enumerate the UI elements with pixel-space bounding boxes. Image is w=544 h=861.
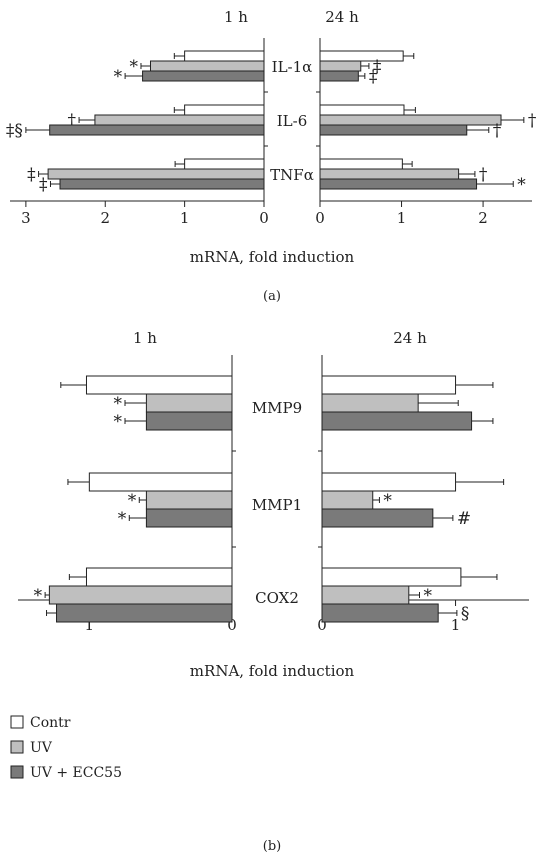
panel-b-category-label: COX2	[255, 589, 299, 607]
panel-b-right-bar	[321, 490, 374, 510]
panel-b-category-label: MMP9	[252, 399, 302, 417]
panel-a-left-bar	[49, 124, 265, 136]
panel-a: 1 h 24 h 3 2 1 0**†‡§‡ ‡ 0 1 2‡‡††† * IL-1αIL-6…	[6, 8, 537, 304]
panel-b-left-bar	[48, 585, 233, 605]
panel-a-left-tick-label: 0	[259, 209, 269, 227]
legend-swatch	[10, 715, 24, 729]
panel-a-left-bar	[142, 70, 265, 82]
panel-a-right-significance-marker: ‡	[369, 67, 378, 87]
panel-b-left-tick-label: 0	[227, 616, 237, 634]
panel-b-right-title: 24 h	[393, 329, 427, 347]
panel-b-left-tick-label: 1	[85, 616, 95, 634]
panel-a-right-tick-label: 1	[397, 209, 407, 227]
panel-a-left-bar	[59, 178, 265, 190]
panel-a-label: (a)	[263, 289, 281, 304]
panel-b-right-bar	[321, 472, 457, 492]
panel-b-left-bar	[56, 603, 233, 623]
panel-a-right-title: 24 h	[325, 8, 359, 26]
panel-a-left-bar	[184, 50, 265, 62]
panel-b-left-significance-marker: *	[114, 394, 123, 414]
panel-a-right-tick-label: 2	[478, 209, 488, 227]
panel-a-right-significance-marker: *	[517, 175, 526, 195]
panel-b-category-label: MMP1	[252, 496, 302, 514]
panel-b-left-bar	[145, 393, 233, 413]
panel-b-right-bar	[321, 375, 457, 395]
panel-a-category-label: IL-6	[277, 112, 308, 130]
panel-b-left-bar	[85, 375, 233, 395]
panel-b-x-axis-label: mRNA, fold induction	[190, 662, 355, 680]
legend-label: Contr	[30, 715, 71, 731]
panel-b-category-labels: MMP9 MMP1 COX2	[252, 399, 302, 607]
panel-a-left-significance-marker: *	[114, 67, 123, 87]
panel-b-right-bar	[321, 585, 410, 605]
panel-b-left-significance-marker: *	[34, 586, 43, 606]
panel-b-left-bar	[145, 490, 233, 510]
panel-a-right-bar	[319, 104, 405, 116]
panel-b-right-bar	[321, 567, 462, 587]
panel-a-left-tick-label: 1	[180, 209, 190, 227]
panel-a-right-bar	[319, 158, 403, 170]
panel-b-right-bar	[321, 411, 473, 431]
panel-b-right-significance-marker: *	[383, 491, 392, 511]
panel-b-right-tick-label: 1	[451, 616, 461, 634]
panel-b-left-bar	[88, 472, 233, 492]
panel-a-left-significance-marker: ‡	[39, 175, 48, 195]
panel-b-left-significance-marker: *	[114, 412, 123, 432]
panel-b-left-title: 1 h	[133, 329, 157, 347]
panel-a-right-significance-marker: †	[479, 165, 488, 185]
panel-b-label: (b)	[263, 839, 281, 854]
panel-a-left-tick-label: 3	[21, 209, 31, 227]
panel-a-left-significance-marker: *	[129, 57, 138, 77]
panel-a-left-bar	[149, 60, 265, 72]
panel-a-right-bar	[319, 70, 359, 82]
legend-swatch	[10, 740, 24, 754]
legend-label: UV	[30, 740, 53, 756]
panel-a-category-label: TNFα	[270, 166, 314, 184]
panel-b-right-bar	[321, 603, 439, 623]
panel-a-right-tick-label: 0	[315, 209, 325, 227]
panel-b-right-plot: 0 1 * # * §	[317, 355, 529, 634]
panel-a-left-significance-marker: ‡	[27, 165, 36, 185]
panel-a-category-label: IL-1α	[272, 58, 313, 76]
panel-b-left-bar	[145, 508, 233, 528]
panel-a-right-significance-marker: ‡	[373, 57, 382, 77]
panel-a-category-labels: IL-1α IL-6 TNFα	[270, 58, 314, 184]
panel-b-right-bar	[321, 508, 434, 528]
panel-b-left-bar	[145, 411, 233, 431]
panel-b-right-bar	[321, 393, 419, 413]
panel-a-left-title: 1 h	[224, 8, 248, 26]
panel-a-left-bar	[94, 114, 265, 126]
panel-a-right-bar	[319, 60, 362, 72]
panel-b-left-significance-marker: *	[128, 491, 137, 511]
panel-a-left-bar	[47, 168, 265, 180]
panel-a-right-significance-marker: †	[528, 111, 537, 131]
legend: Contr UV UV + ECC55	[10, 715, 122, 781]
panel-a-left-bar	[184, 104, 265, 116]
panel-a-x-axis-label: mRNA, fold induction	[190, 248, 355, 266]
panel-b-left-bar	[85, 567, 233, 587]
panel-b-right-significance-marker: §	[461, 604, 470, 624]
panel-a-left-significance-marker: †	[68, 111, 77, 131]
panel-a-right-bar	[319, 178, 478, 190]
panel-b-left-significance-marker: *	[118, 509, 127, 529]
panel-b-right-significance-marker: #	[457, 509, 471, 529]
panel-a-left-bar	[184, 158, 265, 170]
panel-a-right-bar	[319, 168, 460, 180]
panel-b-right-significance-marker: *	[423, 586, 432, 606]
panel-a-left-tick-label: 2	[100, 209, 110, 227]
panel-a-left-plot: 3 2 1 0 * * † ‡§ ‡ ‡	[6, 38, 269, 227]
panel-b-right-tick-label: 0	[317, 616, 327, 634]
panel-b-left-plot: 1 0*****	[18, 355, 237, 634]
panel-a-left-significance-marker: ‡§	[6, 121, 23, 141]
panel-a-right-bar	[319, 50, 404, 62]
panel-a-right-significance-marker: †	[493, 121, 502, 141]
panel-a-right-bar	[319, 114, 502, 126]
legend-label: UV + ECC55	[30, 765, 122, 781]
panel-a-right-plot: 0 1 2 ‡‡ † † † *	[315, 38, 537, 227]
panel-a-right-bar	[319, 124, 468, 136]
legend-swatch	[10, 765, 24, 779]
